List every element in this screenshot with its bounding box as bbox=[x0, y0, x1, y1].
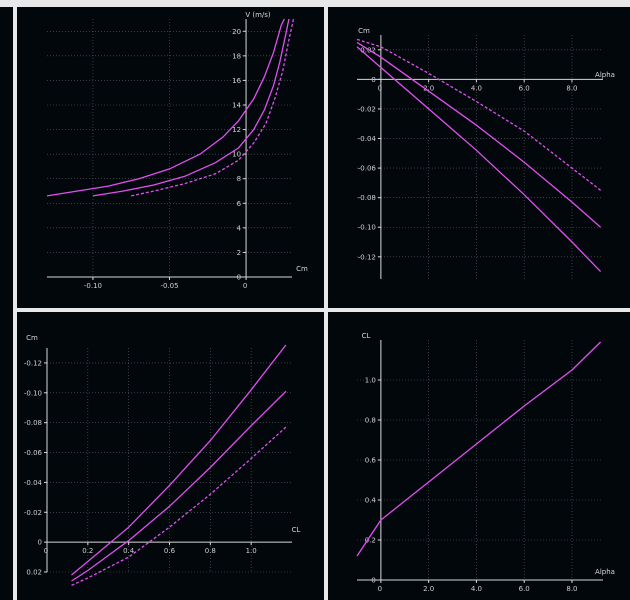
series-line-3 bbox=[356, 38, 601, 191]
x-tick-label: 0 bbox=[243, 282, 247, 290]
x-tick-label: 4.0 bbox=[471, 585, 482, 593]
y-tick-label: 0 bbox=[38, 539, 42, 547]
x-tick-label: 0.8 bbox=[205, 547, 216, 555]
x-tick-label: -0.10 bbox=[84, 282, 102, 290]
y-tick-label: 0.02 bbox=[360, 46, 376, 54]
y-tick-label: 1.0 bbox=[365, 377, 376, 385]
y-tick-label: 0.4 bbox=[365, 497, 377, 505]
chart-v-cm: -0.10 -0.05 00 2 4 6 8 10 12 14 16 18 20 Cm V (m/s) bbox=[46, 11, 308, 290]
x-tick-label: 0 bbox=[44, 547, 48, 555]
series-line-2 bbox=[71, 390, 287, 582]
chart-panel-v-cm: -0.10 -0.05 0 0 2 4 6 8 10 12 14 16 18 20 Cm V (m/s) bbox=[17, 7, 324, 308]
series-line-2 bbox=[356, 41, 602, 228]
y-tick-label: 0.6 bbox=[365, 457, 377, 465]
y-tick-label: -0.04 bbox=[358, 135, 377, 143]
x-axis-label: Cm bbox=[296, 265, 308, 273]
y-tick-label: 0.02 bbox=[26, 569, 42, 577]
y-tick-label: 0 bbox=[237, 274, 241, 282]
x-tick-label: 0.2 bbox=[82, 547, 93, 555]
y-axis-label: Cm bbox=[26, 334, 38, 342]
x-tick-label: 2.0 bbox=[423, 84, 434, 92]
y-tick-label: -0.10 bbox=[358, 224, 376, 232]
chart-panel-cl-alpha: 0 2.0 4.0 6.0 8.0 0 0.2 0.4 0.6 0.8 1.0 Alpha CL bbox=[328, 312, 630, 600]
y-tick-label: 2 bbox=[237, 249, 241, 257]
y-tick-label: 18 bbox=[232, 52, 241, 60]
y-tick-label: 8 bbox=[237, 175, 241, 183]
series-line-1 bbox=[46, 18, 285, 197]
y-tick-label: 10 bbox=[232, 151, 241, 159]
series-line-3 bbox=[131, 18, 295, 197]
y-tick-label: 0.8 bbox=[365, 417, 376, 425]
y-tick-label: -0.10 bbox=[24, 389, 42, 397]
y-tick-label: -0.12 bbox=[358, 253, 376, 261]
left-strip-panel bbox=[0, 7, 13, 600]
series-line-1 bbox=[356, 341, 602, 557]
y-axis-label: CL bbox=[362, 332, 371, 340]
x-tick-label: 1.0 bbox=[246, 547, 257, 555]
y-tick-label: 20 bbox=[232, 28, 241, 36]
y-tick-label: 0.2 bbox=[365, 537, 376, 545]
series-line-1 bbox=[71, 344, 287, 576]
y-tick-label: -0.02 bbox=[358, 105, 376, 113]
x-tick-label: 6.0 bbox=[519, 84, 530, 92]
chart-panel-cm-cl: 0 0.2 0.4 0.6 0.8 1.0 -0.12 -0.10 -0.08 -0.06 -0.0… bbox=[17, 312, 324, 600]
y-tick-label: -0.08 bbox=[358, 194, 376, 202]
x-tick-label: -0.05 bbox=[160, 282, 178, 290]
y-tick-label: -0.08 bbox=[24, 419, 42, 427]
series-line-2 bbox=[92, 18, 290, 197]
x-tick-label: 4.0 bbox=[471, 84, 482, 92]
x-tick-label: 0 bbox=[378, 84, 382, 92]
x-tick-label: 0.6 bbox=[164, 547, 176, 555]
y-tick-label: 12 bbox=[232, 126, 241, 134]
y-tick-label: -0.12 bbox=[24, 359, 42, 367]
y-tick-label: -0.04 bbox=[24, 479, 43, 487]
x-tick-label: 0.4 bbox=[123, 547, 135, 555]
y-tick-label: -0.06 bbox=[358, 165, 377, 173]
x-tick-label: 0 bbox=[378, 585, 382, 593]
x-tick-label: 6.0 bbox=[519, 585, 530, 593]
y-tick-label: 4 bbox=[237, 224, 242, 232]
y-tick-label: 6 bbox=[237, 200, 242, 208]
x-axis-label: CL bbox=[292, 526, 301, 534]
x-tick-label: 2.0 bbox=[423, 585, 434, 593]
series-line-1 bbox=[356, 46, 602, 273]
y-tick-label: 16 bbox=[232, 77, 241, 85]
series-line-3 bbox=[71, 426, 287, 586]
x-axis-label: Alpha bbox=[595, 568, 615, 576]
chart-cl-alpha: 0 2.0 4.0 6.0 8.0 0 0.2 0.4 0.6 0.8 1.0 Alpha CL bbox=[356, 332, 615, 593]
chart-panel-cm-alpha: 0 2.0 4.0 6.0 8.0 0.02 0 -0.02 -0.04 -0.06 -0.08 -0… bbox=[328, 7, 630, 308]
y-tick-label: 0 bbox=[371, 577, 375, 585]
y-tick-label: 14 bbox=[232, 102, 241, 110]
x-tick-label: 8.0 bbox=[566, 585, 577, 593]
y-axis-label: Cm bbox=[358, 27, 370, 35]
chart-cm-alpha: 0 2.0 4.0 6.0 8.0 0.02 0 -0.02 -0.04 -0.06 -0.08 -0… bbox=[356, 27, 615, 279]
y-tick-label: -0.06 bbox=[24, 449, 43, 457]
y-axis-label: V (m/s) bbox=[245, 11, 271, 19]
y-tick-label: 0 bbox=[371, 76, 375, 84]
x-axis-label: Alpha bbox=[595, 71, 615, 79]
x-tick-label: 8.0 bbox=[566, 84, 577, 92]
y-tick-label: -0.02 bbox=[24, 509, 42, 517]
chart-cm-cl: 0 0.2 0.4 0.6 0.8 1.0 -0.12 -0.10 -0.08 -0.06 -0.0… bbox=[24, 334, 301, 586]
